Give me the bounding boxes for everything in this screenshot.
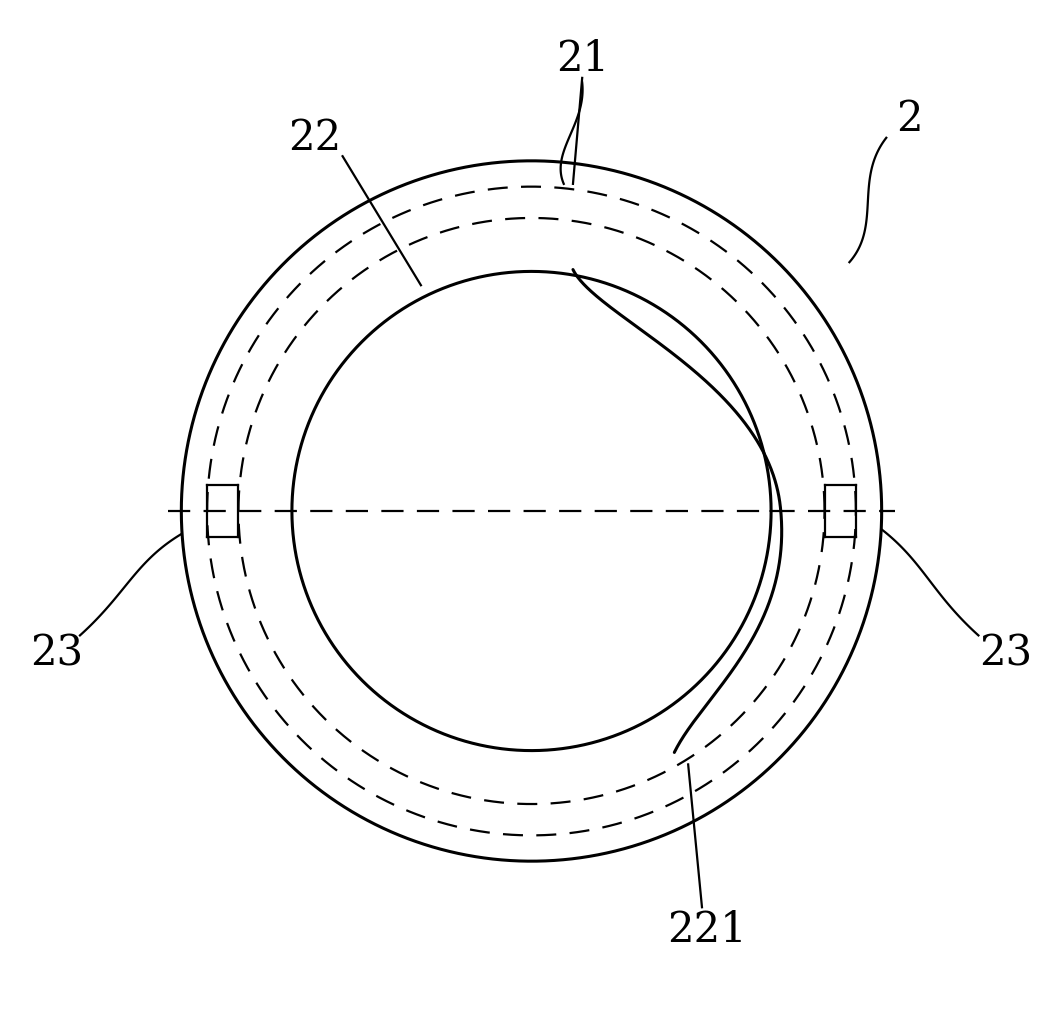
Text: 23: 23 xyxy=(31,633,84,675)
Text: 221: 221 xyxy=(667,910,746,951)
Text: 22: 22 xyxy=(288,117,341,158)
Text: 21: 21 xyxy=(556,39,609,81)
Text: 2: 2 xyxy=(896,98,923,140)
Text: 23: 23 xyxy=(979,633,1032,675)
